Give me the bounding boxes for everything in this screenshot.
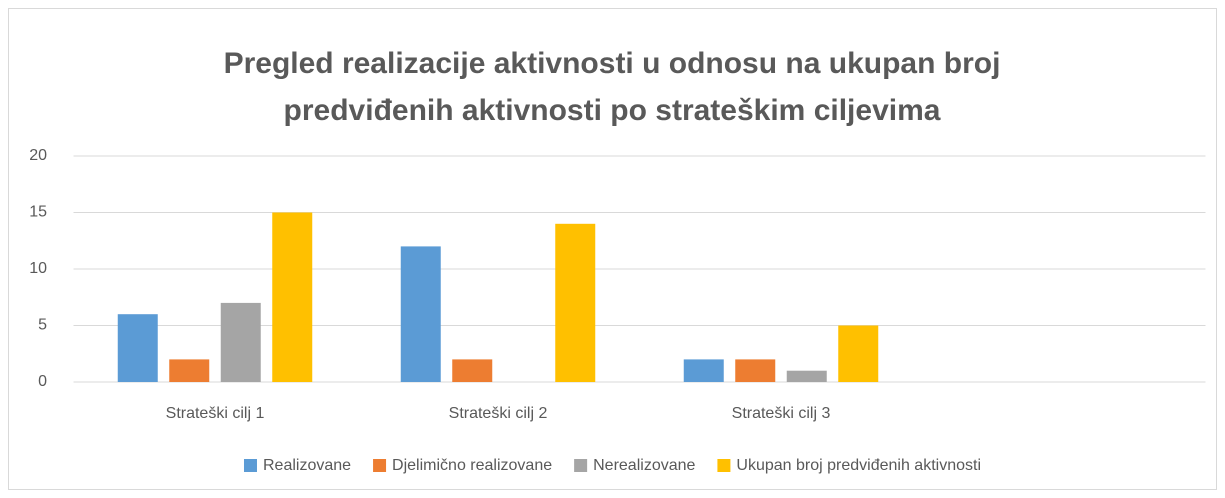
bar [786,370,827,382]
legend-swatch [574,459,588,472]
legend-swatch [373,459,387,472]
legend-label: Djelimično realizovane [392,457,552,474]
bar [272,212,313,382]
y-tick-label: 0 [38,373,47,390]
chart-border [8,8,1217,490]
y-tick-label: 5 [38,317,47,334]
x-tick-label: Strateški cilj 2 [449,405,548,422]
legend-swatch [243,459,257,472]
y-tick-label: 20 [29,147,47,164]
bar [169,359,210,382]
bar [555,223,596,382]
y-tick-label: 15 [29,204,47,221]
x-tick-label: Strateški cilj 3 [732,405,831,422]
bar [838,325,879,382]
x-tick-label: Strateški cilj 1 [166,405,265,422]
legend-label: Ukupan broj predviđenih aktivnosti [736,457,981,474]
legend-label: Realizovane [263,457,351,474]
legend-swatch [717,459,731,472]
bar [400,246,441,382]
legend-label: Nerealizovane [593,457,695,474]
chart-title: Pregled realizacije aktivnosti u odnosu … [223,47,1001,127]
y-tick-label: 10 [29,260,47,277]
bar [452,359,493,382]
bar [220,302,261,382]
bar [683,359,724,382]
bar [735,359,776,382]
bar [117,314,158,382]
